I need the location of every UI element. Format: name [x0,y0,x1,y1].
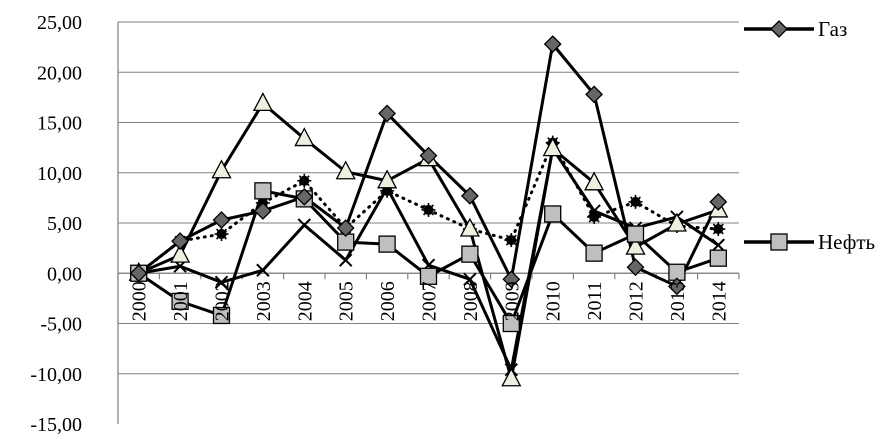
data-point-circle [628,194,643,209]
series-markers [128,35,729,387]
data-point-triangle [170,243,191,263]
y-axis-tick-labels: 25,00 20,00 15,00 10,00 5,00 0,00 -5,00 -10,00 -… [30,12,82,436]
data-point-triangle [542,137,563,157]
data-point-square [502,314,520,333]
x-tick-label: 2010 [543,281,565,321]
x-tick-label: 2004 [294,281,316,321]
legend-entry: Газ [744,17,847,41]
y-tick-label: 20,00 [37,62,82,84]
marker-center [506,235,517,246]
data-point-diamond [543,35,562,54]
data-point-circle [504,233,519,248]
data-point-triangle [584,171,605,191]
x-tick-label: 2011 [584,281,606,320]
series-line [137,147,720,372]
data-point-square [378,235,396,253]
marker-center [216,229,227,240]
data-point-diamond [502,270,521,289]
data-point-square [419,267,438,285]
data-point-triangle [211,159,232,179]
data-point-triangle [377,169,398,189]
x-tick-label: 2014 [708,281,730,321]
data-point-square [626,225,645,243]
data-point-diamond [129,264,148,283]
data-point-square [709,249,727,267]
data-point-diamond [709,192,728,211]
marker-center [423,204,434,215]
x-tick-label: 2003 [253,281,275,321]
data-point-x [214,275,229,290]
legend-entry: Нефть [744,230,875,254]
y-tick-label: -10,00 [30,364,82,386]
data-point-circle [214,227,229,242]
data-point-square [171,292,189,311]
data-point-circle [421,202,436,217]
data-point-x [463,272,477,286]
data-point-x [297,218,312,232]
y-tick-label: 25,00 [37,12,82,34]
marker-center [589,211,600,222]
x-tick-label: 2009 [501,281,523,321]
legend-label: Газ [818,17,847,41]
y-tick-label: -5,00 [40,314,82,336]
data-point-diamond [171,232,190,251]
legend-marker-square [770,233,788,251]
x-tick-label: 2002 [212,281,234,321]
data-point-x [587,204,601,218]
data-point-diamond [378,104,397,123]
data-point-triangle [501,367,522,387]
data-point-square [585,244,603,262]
data-point-diamond [419,146,438,165]
x-axis-tick-labels: 2000 2001 2002 2003 2004 2005 2006 2007 2008 2009… [129,281,731,321]
x-tick-label: 2013 [667,281,689,321]
data-point-x [256,263,270,277]
x-tick-label: 2012 [626,281,648,321]
data-point-triangle [335,160,356,180]
data-point-square [544,205,562,223]
data-point-diamond [253,202,272,220]
data-point-triangle [252,92,273,112]
marker-center [299,175,310,186]
legend-label: Нефть [818,230,875,254]
x-tick-label: 2001 [170,281,192,321]
y-tick-label: 15,00 [37,113,82,135]
data-point-square [461,245,479,263]
y-tick-label: 0,00 [47,263,82,285]
y-tick-label: -15,00 [30,414,82,434]
data-point-x [711,238,726,252]
data-point-diamond [212,211,231,229]
data-point-diamond [667,277,686,296]
data-point-diamond [460,186,479,205]
legend-marker-diamond [770,20,788,38]
x-tick-label: 2005 [336,281,358,321]
data-point-triangle [625,235,646,255]
data-point-circle [711,222,726,237]
x-tick-label: 2007 [419,281,441,321]
data-point-triangle [459,217,480,237]
data-point-square [254,182,272,200]
data-point-diamond [336,219,355,237]
data-point-x [338,253,353,267]
data-point-diamond [626,258,645,277]
data-point-diamond [295,187,314,206]
data-point-triangle [666,212,687,232]
marker-center [713,224,724,235]
data-point-triangle [294,127,315,147]
data-point-square [212,306,231,325]
y-tick-label: 10,00 [37,163,82,185]
x-tick-label: 2006 [377,281,399,321]
x-tick-label: 2000 [129,281,151,321]
marker-center [630,196,641,207]
data-point-circle [297,173,312,188]
data-point-diamond [585,85,604,104]
legend: Газ Нефть [744,17,875,254]
y-tick-label: 5,00 [47,213,82,235]
x-tick-label: 2008 [460,281,482,321]
